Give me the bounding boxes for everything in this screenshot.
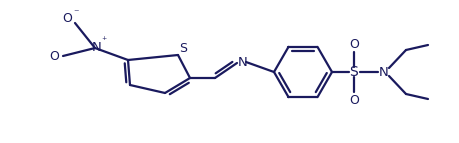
Text: N: N (92, 40, 101, 53)
Text: ⁺: ⁺ (101, 36, 106, 46)
Text: N: N (238, 55, 247, 68)
Text: S: S (349, 65, 358, 79)
Text: N: N (378, 65, 388, 79)
Text: O: O (348, 37, 358, 50)
Text: S: S (179, 41, 187, 54)
Text: O: O (62, 11, 72, 24)
Text: ⁻: ⁻ (73, 8, 78, 18)
Text: O: O (348, 94, 358, 107)
Text: O: O (49, 49, 59, 62)
